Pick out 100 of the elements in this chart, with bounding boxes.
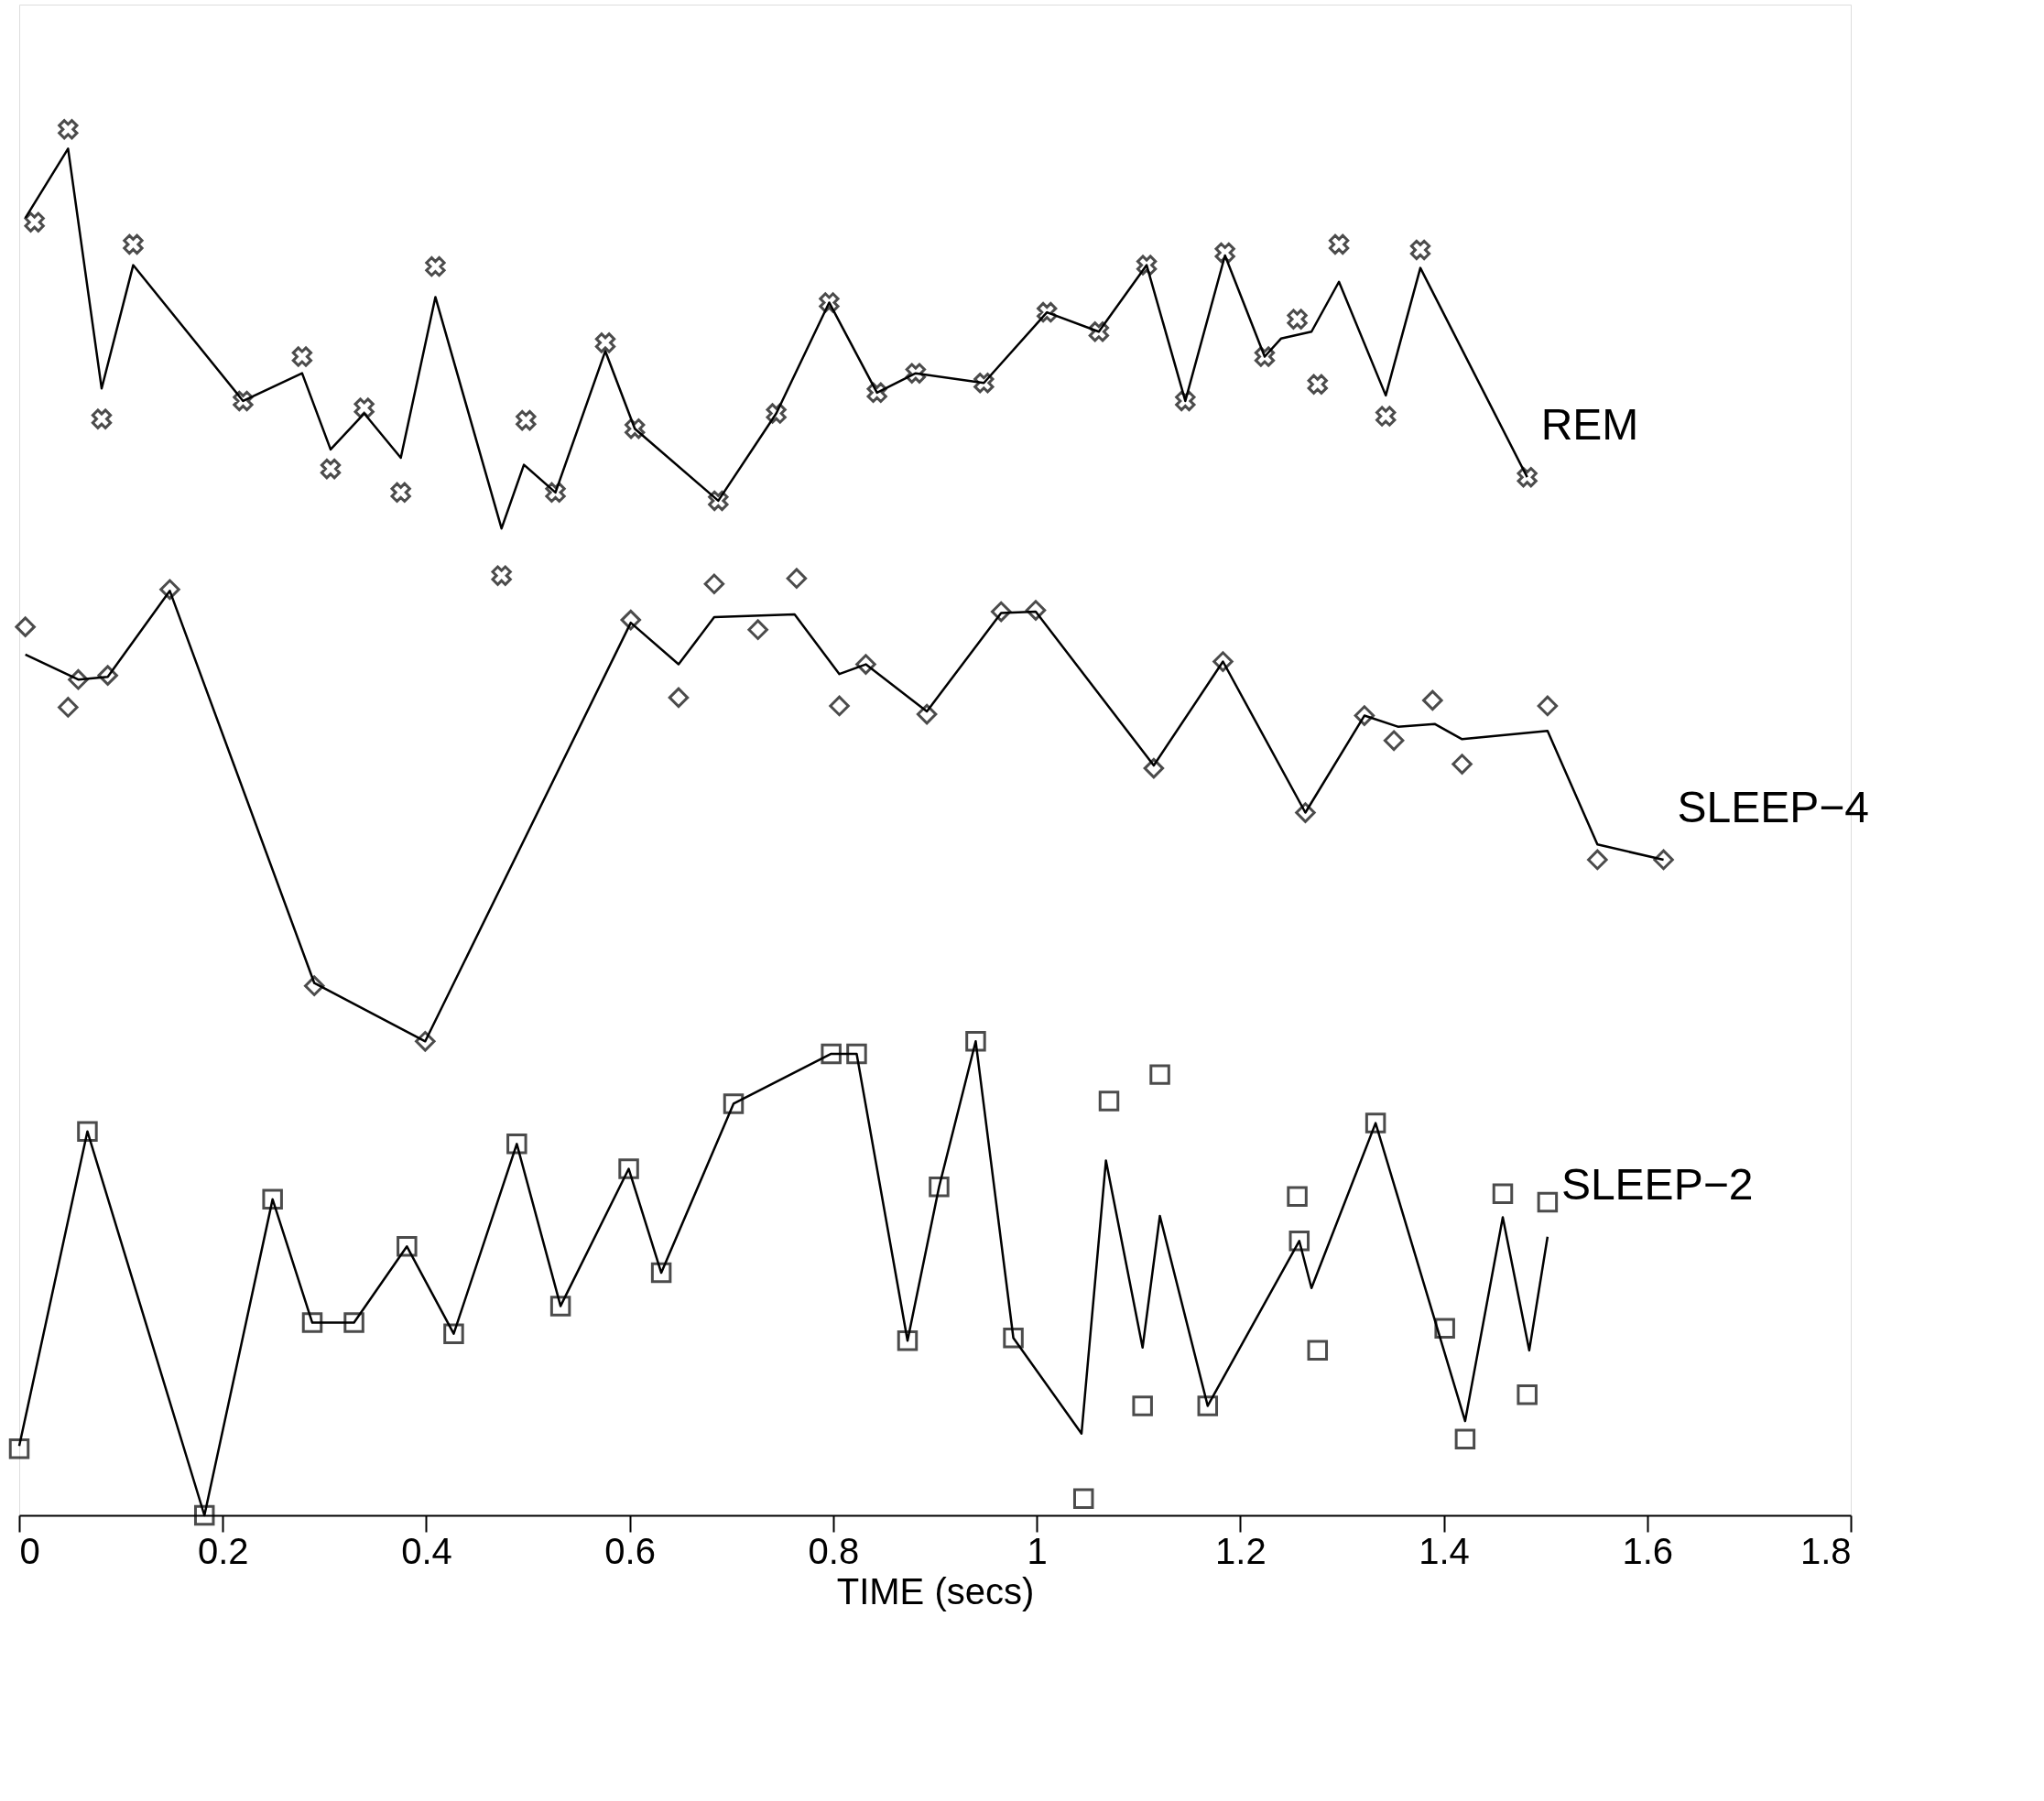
point bbox=[747, 619, 768, 640]
point bbox=[1088, 321, 1110, 342]
point bbox=[1537, 1191, 1559, 1213]
point bbox=[516, 409, 537, 431]
point bbox=[829, 695, 850, 717]
point bbox=[618, 1158, 639, 1179]
point bbox=[620, 609, 642, 631]
point bbox=[15, 616, 36, 637]
point bbox=[965, 1031, 986, 1052]
x-tick-label: 0.6 bbox=[604, 1530, 656, 1571]
point bbox=[159, 579, 180, 601]
point bbox=[1492, 1183, 1514, 1205]
point bbox=[973, 373, 995, 394]
point bbox=[1328, 233, 1350, 255]
point bbox=[303, 975, 325, 996]
point bbox=[786, 568, 808, 589]
point bbox=[594, 332, 616, 353]
point bbox=[24, 212, 45, 233]
point bbox=[1307, 1340, 1329, 1362]
point bbox=[97, 665, 118, 686]
point bbox=[990, 601, 1012, 623]
point bbox=[320, 458, 342, 480]
x-tick-label: 1.4 bbox=[1419, 1530, 1470, 1571]
x-tick-label: 1.2 bbox=[1215, 1530, 1267, 1571]
point bbox=[68, 668, 89, 690]
point bbox=[1197, 1395, 1219, 1416]
point bbox=[916, 703, 938, 725]
point bbox=[905, 363, 927, 384]
point bbox=[668, 687, 690, 709]
point bbox=[58, 697, 79, 718]
point bbox=[123, 233, 144, 255]
x-tick-label: 0.2 bbox=[197, 1530, 249, 1571]
point bbox=[415, 1031, 436, 1052]
point bbox=[291, 346, 313, 367]
point bbox=[897, 1330, 919, 1351]
point bbox=[193, 1504, 215, 1526]
point bbox=[1454, 1428, 1476, 1449]
point bbox=[1517, 1384, 1538, 1405]
point bbox=[1422, 689, 1443, 711]
point bbox=[1143, 757, 1165, 779]
point bbox=[650, 1262, 672, 1284]
series-label: SLEEP−2 bbox=[1560, 1159, 1754, 1209]
point bbox=[1212, 651, 1234, 672]
point bbox=[708, 490, 729, 512]
point bbox=[1003, 1327, 1024, 1349]
point bbox=[1132, 1395, 1153, 1416]
series-label: SLEEP−4 bbox=[1677, 782, 1870, 831]
x-tick-label: 0.8 bbox=[808, 1530, 860, 1571]
x-tick-label: 1 bbox=[1027, 1530, 1048, 1571]
point bbox=[8, 1438, 30, 1459]
point bbox=[1025, 600, 1047, 621]
point bbox=[353, 397, 375, 418]
point bbox=[1214, 242, 1235, 264]
x-tick-label: 0 bbox=[19, 1530, 40, 1571]
point bbox=[1072, 1488, 1094, 1510]
point bbox=[1653, 849, 1674, 871]
point bbox=[1451, 754, 1473, 775]
point bbox=[1364, 1112, 1386, 1134]
point bbox=[703, 573, 725, 594]
point bbox=[1295, 802, 1316, 823]
point bbox=[262, 1188, 283, 1210]
point bbox=[1434, 1318, 1455, 1339]
x-tick-label: 1.6 bbox=[1622, 1530, 1674, 1571]
point bbox=[1517, 467, 1538, 488]
point bbox=[1037, 301, 1058, 323]
point bbox=[1098, 1090, 1120, 1112]
point bbox=[77, 1121, 98, 1142]
point bbox=[1587, 849, 1608, 871]
point bbox=[1375, 406, 1397, 427]
point bbox=[723, 1093, 745, 1114]
point bbox=[390, 482, 411, 503]
point bbox=[855, 654, 876, 675]
point bbox=[1537, 695, 1559, 717]
x-tick-label: 0.4 bbox=[401, 1530, 452, 1571]
point bbox=[91, 408, 113, 429]
point bbox=[343, 1312, 364, 1333]
point bbox=[1409, 239, 1431, 261]
x-axis-title: TIME (secs) bbox=[836, 1570, 1035, 1611]
point bbox=[846, 1043, 867, 1065]
point bbox=[1307, 374, 1328, 395]
point bbox=[1288, 1231, 1310, 1252]
point bbox=[1287, 309, 1308, 330]
point bbox=[766, 403, 787, 424]
point bbox=[625, 418, 646, 439]
point bbox=[1354, 705, 1375, 726]
point bbox=[301, 1312, 323, 1333]
point bbox=[1287, 1186, 1308, 1208]
point bbox=[58, 119, 79, 140]
point bbox=[491, 565, 512, 586]
point bbox=[425, 255, 446, 277]
point bbox=[397, 1236, 418, 1257]
x-tick-label: 1.8 bbox=[1799, 1530, 1852, 1571]
point bbox=[866, 382, 887, 403]
point bbox=[233, 390, 254, 412]
point bbox=[1175, 390, 1196, 412]
point bbox=[1136, 255, 1158, 276]
point bbox=[821, 1043, 842, 1065]
point bbox=[545, 482, 566, 503]
point bbox=[819, 292, 840, 313]
point bbox=[506, 1134, 527, 1155]
